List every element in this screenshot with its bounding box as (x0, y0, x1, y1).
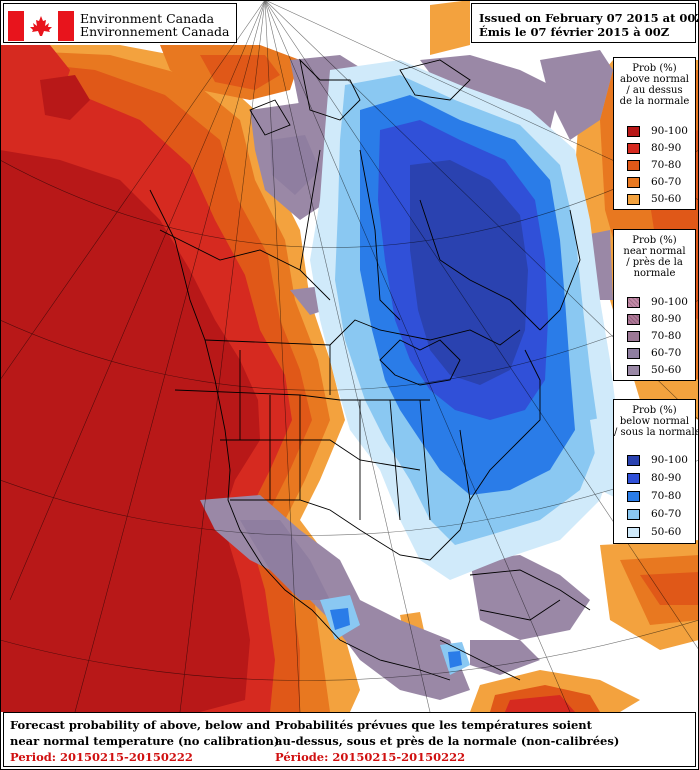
legend-range: 60-70 (651, 508, 682, 520)
legend-title-line: above normal (619, 74, 689, 85)
canada-flag-icon (8, 11, 74, 41)
legend-title-line: near normal (623, 246, 686, 257)
legend-swatch (627, 491, 640, 502)
legend-title-line: de la normale (619, 96, 690, 107)
legend-swatch (627, 126, 640, 137)
legend-swatch (627, 194, 640, 205)
footer-fr-period: Période: 20150215-20150222 (275, 750, 466, 764)
footer-en-line2: near normal temperature (no calibration) (10, 734, 280, 748)
legend-swatch (627, 143, 640, 154)
footer-french: Probabilités prévues que les température… (275, 717, 619, 765)
legend-range: 60-70 (651, 176, 682, 188)
legend-swatch (627, 455, 640, 466)
legend-row: 60-70 (614, 173, 695, 193)
legend-title-line: Prob (%) (632, 235, 677, 246)
boundaries (149, 58, 591, 681)
issue-header: Issued on February 07 2015 at 00Z Émis l… (471, 3, 699, 43)
legend-range: 90-100 (651, 296, 688, 308)
legend-swatch (627, 365, 640, 376)
agency-name-fr: Environnement Canada (80, 24, 230, 39)
legend-title-line: / près de la (626, 257, 683, 268)
graticule (0, 0, 699, 713)
below-normal-regions (310, 60, 650, 675)
legend-row: 70-80 (614, 487, 695, 507)
legend-range: 50-60 (651, 526, 682, 538)
legend-row: 90-100 (614, 293, 695, 313)
legend-swatch (627, 314, 640, 325)
legend-row: 50-60 (614, 190, 695, 210)
legend-row: 90-100 (614, 451, 695, 471)
legend-title-line: / au dessus (626, 85, 683, 96)
legend-row: 60-70 (614, 505, 695, 525)
issued-date-fr: Émis le 07 février 2015 à 00Z (479, 25, 670, 39)
legend-title-line: / sous la normale (614, 427, 699, 438)
legend-row: 70-80 (614, 156, 695, 176)
footer-en-period: Period: 20150215-20150222 (10, 750, 193, 764)
footer-english: Forecast probability of above, below and… (10, 717, 279, 765)
issued-date-en: Issued on February 07 2015 at 00Z (479, 11, 699, 25)
legend-row: 80-90 (614, 469, 695, 489)
legend-range: 80-90 (651, 313, 682, 325)
legend-title-line: below normal (619, 416, 690, 427)
legend-swatch (627, 348, 640, 359)
legend-swatch (627, 473, 640, 484)
legend-swatch (627, 297, 640, 308)
legend-range: 90-100 (651, 454, 688, 466)
legend-range: 70-80 (651, 330, 682, 342)
legend-row: 50-60 (614, 523, 695, 543)
legend-swatch (627, 177, 640, 188)
legend-row: 70-80 (614, 327, 695, 347)
legend-below-normal: Prob (%) below normal / sous la normale … (613, 399, 699, 544)
legend-title-line: normale (633, 268, 676, 279)
legend-swatch (627, 509, 640, 520)
legend-above-title: Prob (%) above normal / au dessus de la … (614, 63, 695, 107)
legend-row: 80-90 (614, 310, 695, 330)
legend-row: 80-90 (614, 139, 695, 159)
legend-title-line: Prob (%) (632, 63, 677, 74)
legend-near-normal: Prob (%) near normal / près de la normal… (613, 229, 696, 381)
legend-row: 60-70 (614, 344, 695, 364)
legend-swatch (627, 331, 640, 342)
footer-fr-line2: au-dessus, sous et près de la normale (n… (275, 734, 620, 748)
legend-near-title: Prob (%) near normal / près de la normal… (614, 235, 695, 279)
legend-title-line: Prob (%) (632, 405, 677, 416)
legend-swatch (627, 527, 640, 538)
agency-name-en: Environment Canada (80, 11, 215, 26)
map-footer: Forecast probability of above, below and… (3, 712, 696, 767)
legend-range: 70-80 (651, 159, 682, 171)
legend-swatch (627, 160, 640, 171)
legend-above-normal: Prob (%) above normal / au dessus de la … (613, 57, 696, 210)
legend-below-title: Prob (%) below normal / sous la normale (614, 405, 699, 438)
legend-row: 90-100 (614, 122, 695, 142)
legend-range: 60-70 (651, 347, 682, 359)
footer-en-line1: Forecast probability of above, below and (10, 718, 271, 732)
legend-range: 80-90 (651, 472, 682, 484)
legend-range: 50-60 (651, 193, 682, 205)
legend-range: 80-90 (651, 142, 682, 154)
legend-row: 50-60 (614, 361, 695, 381)
legend-range: 90-100 (651, 125, 688, 137)
legend-range: 50-60 (651, 364, 682, 376)
legend-range: 70-80 (651, 490, 682, 502)
footer-fr-line1: Probabilités prévues que les température… (275, 718, 592, 732)
agency-header: Environment Canada Environnement Canada (3, 3, 237, 43)
